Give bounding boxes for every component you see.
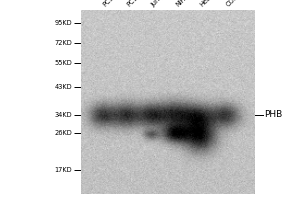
Text: PC12: PC12 (126, 0, 142, 8)
Text: 17KD: 17KD (54, 167, 72, 173)
Text: PC3: PC3 (102, 0, 115, 8)
Text: 43KD: 43KD (54, 84, 72, 90)
Text: NIH3T3: NIH3T3 (175, 0, 196, 8)
Text: 95KD: 95KD (54, 20, 72, 26)
Text: COS1: COS1 (225, 0, 242, 8)
Text: 34KD: 34KD (54, 112, 72, 118)
Text: 26KD: 26KD (54, 130, 72, 136)
Text: PHB: PHB (264, 110, 282, 119)
Text: Jurkat: Jurkat (151, 0, 169, 8)
Text: 72KD: 72KD (54, 40, 72, 46)
Text: 55KD: 55KD (54, 60, 72, 66)
Text: HeLa: HeLa (199, 0, 215, 8)
